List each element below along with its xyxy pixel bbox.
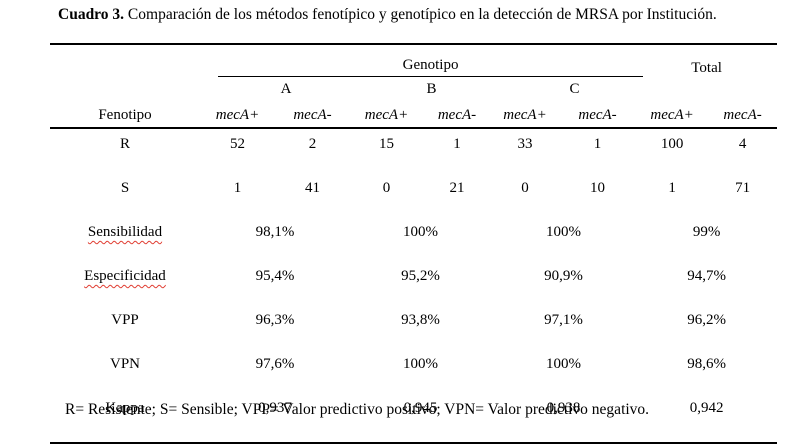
total-group-header: Total: [691, 60, 722, 76]
table-cell: 2: [308, 136, 317, 152]
table-caption: Cuadro 3. Comparación de los métodos fen…: [58, 4, 774, 25]
table-cell: 100: [660, 136, 684, 152]
institution-a-cell: A: [200, 79, 350, 99]
genotipo-group-cell: Genotipo: [200, 46, 644, 79]
table-cell: 95,2%: [401, 268, 440, 284]
table-cell: 10: [590, 180, 606, 196]
table-cell: 0,937: [200, 393, 350, 444]
group-header-row: Genotipo Total: [50, 46, 777, 79]
institution-c-cell: C: [491, 79, 636, 99]
table-cell: 98,1%: [255, 224, 295, 240]
institution-header-row: A B C: [50, 79, 777, 99]
table-cell: 1: [668, 180, 676, 196]
meca-neg-header: mecA-: [423, 99, 491, 129]
table-row-vpp: VPP 96,3% 93,8% 97,1% 96,2%: [50, 305, 777, 349]
row-label: Sensibilidad: [50, 217, 200, 261]
table-cell: 94,7%: [687, 268, 726, 284]
meca-neg-label: mecA-: [723, 107, 762, 123]
table-cell: 1: [453, 136, 461, 152]
row-label: Especificidad: [50, 261, 200, 305]
empty-cell: [50, 79, 200, 99]
column-header-row: Fenotipo mecA+ mecA- mecA+ mecA- mecA+ m…: [50, 99, 778, 129]
table-row-s: S 1 41 0 21 0 10 1 71: [50, 173, 777, 217]
table-row-especificidad: Especificidad 95,4% 95,2% 90,9% 94,7%: [50, 261, 777, 305]
table-cell: 95,4%: [255, 268, 295, 284]
meca-neg-label: mecA-: [437, 107, 477, 123]
genotipo-group-header: Genotipo: [218, 57, 644, 77]
meca-neg-header: mecA-: [559, 99, 637, 129]
institution-b-cell: B: [350, 79, 491, 99]
table-cell: 100%: [403, 224, 438, 240]
meca-pos-label: mecA+: [650, 107, 694, 123]
table-row-vpn: VPN 97,6% 100% 100% 98,6%: [50, 349, 777, 393]
table-cell: 0,938: [491, 393, 637, 444]
table-row-sensibilidad: Sensibilidad 98,1% 100% 100% 99%: [50, 217, 777, 261]
meca-pos-label: mecA+: [215, 107, 260, 123]
table-cell: 0: [382, 180, 391, 196]
table-cell: 4: [738, 136, 747, 152]
meca-neg-header: mecA-: [708, 99, 778, 129]
table-cell: 21: [449, 180, 465, 196]
table-row-kappa: Kappa 0,937 0,945 0,938 0,942: [50, 393, 778, 444]
caption-label: Cuadro 3.: [58, 6, 125, 23]
table-cell: 71: [735, 180, 751, 196]
row-label: Kappa: [50, 393, 200, 444]
table-cell: 100%: [546, 356, 582, 372]
table-cell: 0,945: [350, 393, 491, 444]
table-cell: 100%: [403, 356, 438, 372]
meca-pos-header: mecA+: [636, 99, 709, 129]
row-label: R: [119, 136, 130, 152]
table-cell: 96,3%: [255, 312, 295, 328]
meca-neg-label: mecA-: [293, 107, 332, 123]
table-cell: 98,6%: [687, 356, 726, 372]
meca-neg-label: mecA-: [578, 107, 617, 123]
table-cell: 96,2%: [687, 312, 726, 328]
table-cell: 100%: [546, 224, 582, 240]
institution-b-header: B: [426, 80, 437, 97]
row-label: S: [120, 180, 130, 196]
meca-pos-label: mecA+: [364, 107, 409, 123]
table-cell: 97,1%: [544, 312, 583, 328]
institution-a-header: A: [280, 80, 292, 97]
meca-neg-header: mecA-: [275, 99, 350, 129]
table-cell: 0: [521, 180, 529, 196]
table-cell: 97,6%: [255, 356, 295, 372]
meca-pos-header: mecA+: [200, 99, 275, 129]
table-cell: 15: [379, 136, 394, 152]
empty-cell: [50, 46, 200, 79]
spellcheck-word: Especificidad: [84, 268, 166, 284]
table-cell: 33: [517, 136, 533, 152]
top-rule: [50, 43, 777, 45]
table-cell: 1: [233, 180, 242, 196]
table-cell: 90,9%: [544, 268, 583, 284]
results-table: Genotipo Total A B C Fenotipo mecA+ mecA…: [50, 46, 778, 444]
row-label: VPP: [111, 312, 139, 328]
table-cell: 93,8%: [401, 312, 440, 328]
table-footnote: R= Resistente; S= Sensible; VPP= Valor p…: [65, 401, 650, 418]
meca-pos-header: mecA+: [350, 99, 423, 129]
caption-text: Comparación de los métodos fenotípico y …: [124, 6, 717, 23]
table-cell: 0,942: [636, 393, 778, 444]
table-cell: 52: [230, 136, 245, 152]
table-cell: 41: [305, 180, 320, 196]
table-row-r: R 52 2 15 1 33 1 100 4: [50, 128, 777, 173]
institution-c-header: C: [569, 80, 580, 97]
meca-pos-header: mecA+: [491, 99, 559, 129]
fenotipo-header: Fenotipo: [50, 99, 200, 129]
table-cell: 99%: [692, 224, 721, 240]
meca-pos-label: mecA+: [503, 107, 547, 123]
empty-cell: [636, 79, 777, 99]
row-label: VPN: [109, 356, 140, 372]
spellcheck-word: Sensibilidad: [87, 224, 163, 240]
table-cell: 1: [593, 136, 602, 152]
